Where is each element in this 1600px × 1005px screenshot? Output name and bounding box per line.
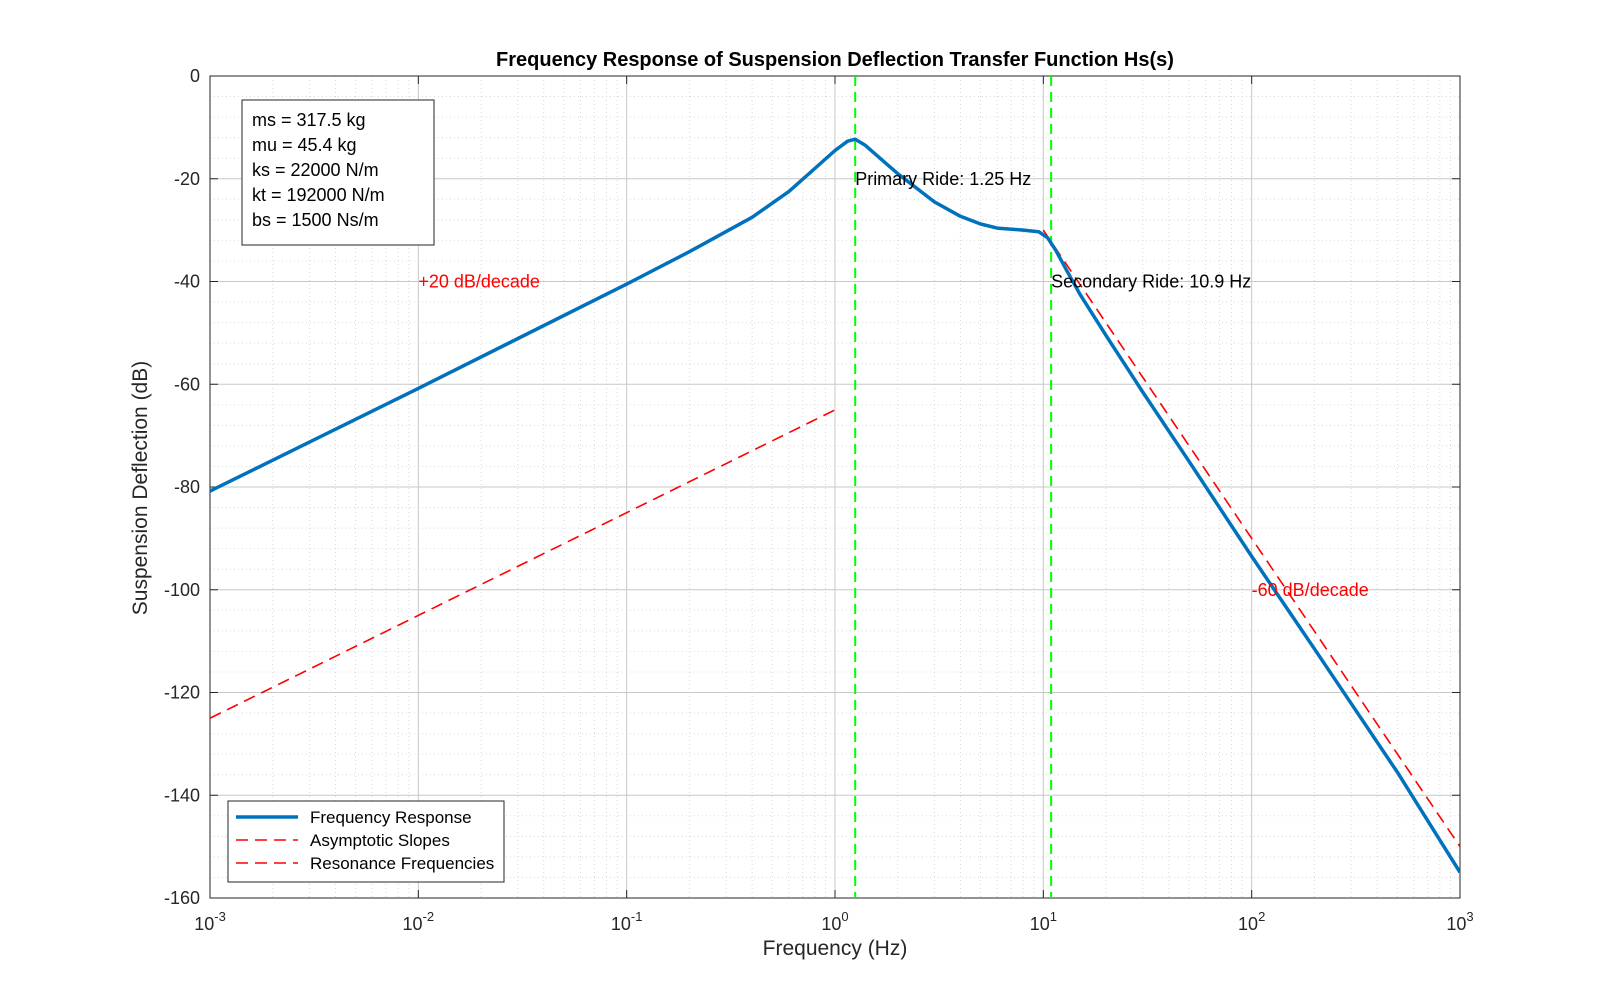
x-tick-label: 10-1 [611, 909, 643, 934]
x-tick-label: 10-3 [194, 909, 226, 934]
x-tick-label: 10-2 [403, 909, 435, 934]
legend-box [227, 800, 505, 883]
x-tick-label: 100 [821, 909, 848, 934]
chart-title: Frequency Response of Suspension Deflect… [496, 49, 1174, 71]
y-tick-label: -120 [164, 683, 200, 703]
info-box-line: kt = 192000 N/m [252, 185, 385, 205]
x-tick-label: 102 [1238, 909, 1265, 934]
info-box-line: ks = 22000 N/m [252, 160, 379, 180]
y-tick-label: -40 [174, 272, 200, 292]
x-tick-label: 101 [1030, 909, 1057, 934]
y-tick-label: -100 [164, 580, 200, 600]
resonance-label-1: Primary Ride: 1.25 Hz [855, 169, 1031, 189]
y-tick-label: -20 [174, 169, 200, 189]
x-axis-label: Frequency (Hz) [763, 937, 908, 960]
series-line-2 [210, 409, 836, 719]
y-tick-label: -60 [174, 374, 200, 394]
slope-annotation-1: +20 dB/decade [418, 272, 540, 292]
info-box-line: ms = 317.5 kg [252, 110, 366, 130]
y-tick-label: -80 [174, 477, 200, 497]
info-box [241, 99, 435, 246]
legend-label: Asymptotic Slopes [310, 831, 450, 850]
slope-annotation-2: -60 dB/decade [1252, 580, 1369, 600]
y-tick-label: -160 [164, 888, 200, 908]
y-axis-label: Suspension Deflection (dB) [129, 361, 152, 615]
legend-label: Resonance Frequencies [310, 854, 494, 873]
tick-marks [209, 75, 1461, 899]
x-tick-label: 103 [1446, 909, 1473, 934]
resonance-label-2: Secondary Ride: 10.9 Hz [1051, 272, 1251, 292]
series-line-3 [1042, 229, 1460, 848]
y-tick-label: 0 [190, 66, 200, 86]
series-line-1 [210, 137, 1460, 874]
y-tick-label: -140 [164, 785, 200, 805]
legend-label: Frequency Response [310, 808, 472, 827]
info-box-line: bs = 1500 Ns/m [252, 210, 379, 230]
info-box-line: mu = 45.4 kg [252, 135, 357, 155]
